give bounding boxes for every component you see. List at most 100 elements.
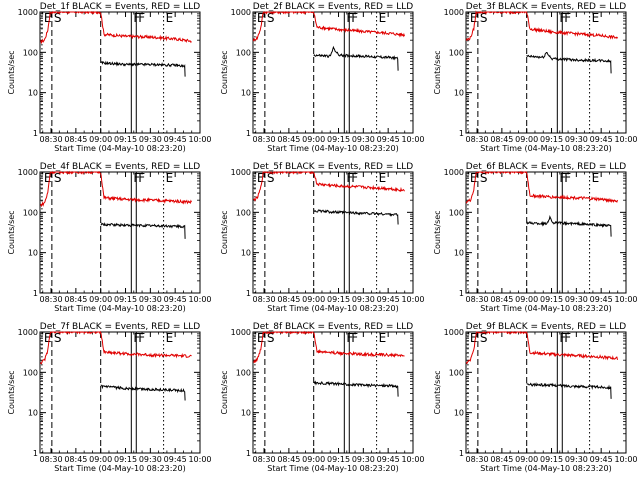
x-tick-label: 09:15 xyxy=(327,295,350,304)
detector-panel-1: Det_1f BLACK = Events, RED = LLD 1 10 100 10… xyxy=(0,0,213,160)
y-tick-label: 100 xyxy=(449,368,464,377)
y-tick-label: 1000 xyxy=(231,8,251,17)
x-tick-label: 09:00 xyxy=(515,135,538,144)
marker-label: E xyxy=(257,11,265,25)
x-tick-label: 09:15 xyxy=(327,135,350,144)
x-tick-label: 08:45 xyxy=(490,135,513,144)
marker-label: E xyxy=(44,11,52,25)
marker-label: F xyxy=(351,331,358,345)
x-tick-label: 09:30 xyxy=(139,455,162,464)
x-axis-label: Start Time (04-May-10 08:23:20) xyxy=(54,464,185,473)
x-tick-label: 10:00 xyxy=(401,455,424,464)
plot-frame xyxy=(465,331,627,454)
detector-panel-6: Det_6f BLACK = Events, RED = LLD 1 10 100 10… xyxy=(426,160,639,320)
detector-panel-4: Det_4f BLACK = Events, RED = LLD 1 10 100 10… xyxy=(0,160,213,320)
x-tick-label: 09:00 xyxy=(515,295,538,304)
chart-title: Det_6f BLACK = Events, RED = LLD xyxy=(466,162,626,172)
marker-label: E xyxy=(592,171,600,185)
x-tick-label: 09:00 xyxy=(302,295,325,304)
plot-frame xyxy=(465,11,627,134)
y-tick-label: 100 xyxy=(449,48,464,57)
y-tick-label: 1000 xyxy=(231,168,251,177)
x-tick-label: 08:45 xyxy=(64,455,87,464)
y-tick-label: 1000 xyxy=(18,328,38,337)
x-tick-label: 09:30 xyxy=(352,295,375,304)
chart-title: Det_5f BLACK = Events, RED = LLD xyxy=(253,162,413,172)
marker-label: S xyxy=(54,11,62,25)
lld-series-line xyxy=(252,10,405,42)
detector-panel-5: Det_5f BLACK = Events, RED = LLD 1 10 100 10… xyxy=(213,160,426,320)
x-tick-label: 08:45 xyxy=(490,455,513,464)
x-tick-label: 09:45 xyxy=(377,295,400,304)
y-tick-label: 10 xyxy=(241,89,251,98)
x-axis-label: Start Time (04-May-10 08:23:20) xyxy=(54,144,185,153)
y-tick-label: 10 xyxy=(454,249,464,258)
y-axis-label: Counts/sec xyxy=(433,50,442,94)
y-tick-label: 10 xyxy=(454,409,464,418)
marker-label: E xyxy=(166,11,174,25)
y-axis-label: Counts/sec xyxy=(433,210,442,254)
x-tick-label: 10:00 xyxy=(188,135,211,144)
y-tick-label: 1000 xyxy=(444,168,464,177)
x-tick-label: 09:15 xyxy=(540,135,563,144)
plot-frame xyxy=(252,11,414,134)
marker-label: S xyxy=(480,11,488,25)
marker-label: F xyxy=(346,331,353,345)
marker-label: E xyxy=(44,331,52,345)
events-series-line xyxy=(526,382,612,399)
lld-series-line xyxy=(40,10,192,45)
x-tick-label: 10:00 xyxy=(401,135,424,144)
y-tick-label: 1000 xyxy=(444,8,464,17)
marker-label: F xyxy=(564,171,571,185)
events-series-line xyxy=(313,209,399,225)
chart-title: Det_3f BLACK = Events, RED = LLD xyxy=(466,2,626,12)
y-tick-label: 100 xyxy=(236,48,251,57)
x-tick-label: 09:45 xyxy=(164,135,187,144)
x-tick-label: 08:45 xyxy=(64,135,87,144)
y-tick-label: 1000 xyxy=(18,8,38,17)
x-tick-label: 08:30 xyxy=(466,295,489,304)
events-series-line xyxy=(526,52,612,74)
y-tick-label: 1 xyxy=(246,129,251,138)
marker-label: F xyxy=(346,171,353,185)
plot-frame xyxy=(465,171,627,294)
y-tick-label: 100 xyxy=(449,208,464,217)
marker-label: S xyxy=(267,331,275,345)
plot-frame xyxy=(39,11,201,134)
x-tick-label: 08:30 xyxy=(40,135,63,144)
detector-chart-1: Det_1f BLACK = Events, RED = LLD 1 10 100 10… xyxy=(7,2,212,153)
y-tick-label: 1 xyxy=(33,449,38,458)
plot-frame xyxy=(252,331,414,454)
x-axis-label: Start Time (04-May-10 08:23:20) xyxy=(267,144,398,153)
marker-label: E xyxy=(592,331,600,345)
x-axis-label: Start Time (04-May-10 08:23:20) xyxy=(480,144,611,153)
y-axis-label: Counts/sec xyxy=(220,210,229,254)
y-tick-label: 1 xyxy=(246,289,251,298)
x-tick-label: 09:15 xyxy=(327,455,350,464)
detector-chart-7: Det_7f BLACK = Events, RED = LLD 1 10 100 10… xyxy=(7,322,212,473)
y-tick-label: 1000 xyxy=(18,168,38,177)
x-tick-label: 08:30 xyxy=(253,455,276,464)
events-series-line xyxy=(313,380,399,397)
marker-label: F xyxy=(133,171,140,185)
x-tick-label: 09:30 xyxy=(565,295,588,304)
x-axis-label: Start Time (04-May-10 08:23:20) xyxy=(54,304,185,313)
x-tick-label: 08:30 xyxy=(466,455,489,464)
detector-panel-7: Det_7f BLACK = Events, RED = LLD 1 10 100 10… xyxy=(0,320,213,480)
y-tick-label: 1 xyxy=(459,289,464,298)
marker-label: E xyxy=(379,171,387,185)
x-tick-label: 09:30 xyxy=(565,455,588,464)
y-tick-label: 10 xyxy=(28,249,38,258)
x-tick-label: 10:00 xyxy=(188,455,211,464)
marker-label: E xyxy=(166,171,174,185)
y-tick-label: 1 xyxy=(33,129,38,138)
detector-panel-8: Det_8f BLACK = Events, RED = LLD 1 10 100 10… xyxy=(213,320,426,480)
lld-series-line xyxy=(465,330,618,365)
x-tick-label: 09:15 xyxy=(114,295,137,304)
y-tick-label: 100 xyxy=(236,208,251,217)
marker-label: E xyxy=(379,11,387,25)
marker-label: E xyxy=(379,331,387,345)
detector-chart-8: Det_8f BLACK = Events, RED = LLD 1 10 100 10… xyxy=(220,322,425,473)
x-tick-label: 09:00 xyxy=(89,295,112,304)
marker-label: F xyxy=(559,331,566,345)
